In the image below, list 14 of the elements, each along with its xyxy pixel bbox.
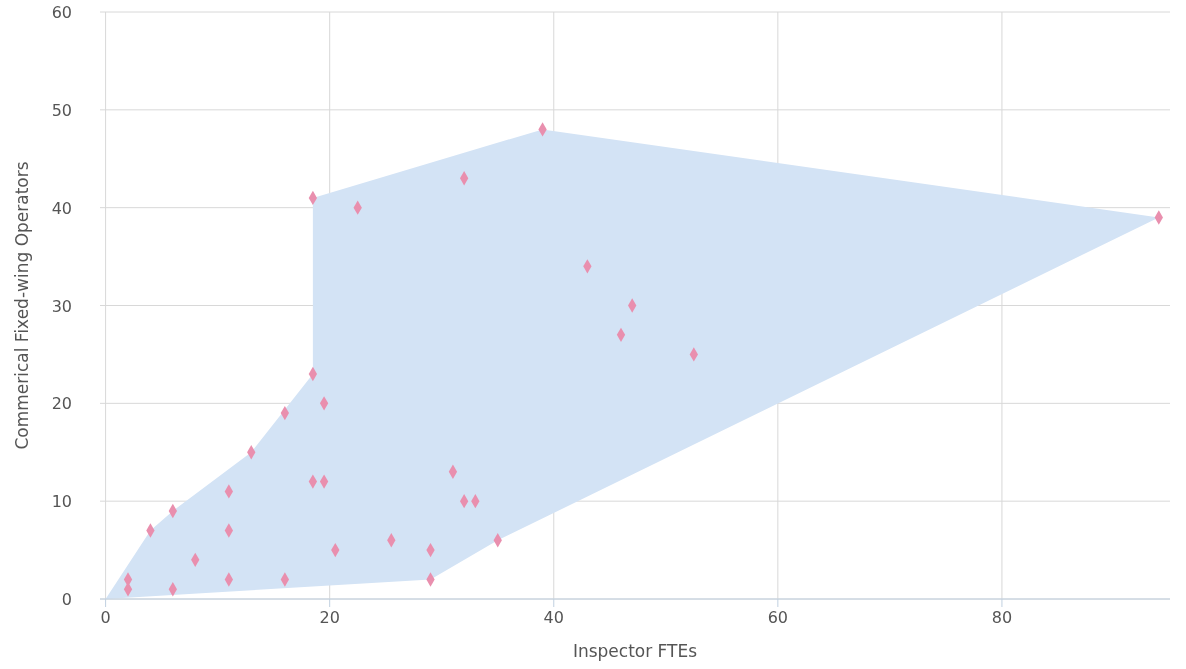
x-tick-label: 80 bbox=[991, 608, 1013, 627]
y-tick-label: 10 bbox=[51, 492, 72, 512]
y-tick-label: 20 bbox=[51, 394, 72, 414]
y-tick-label: 40 bbox=[51, 198, 72, 218]
y-tick-label: 0 bbox=[61, 590, 72, 609]
x-tick-label: 20 bbox=[319, 608, 340, 627]
y-axis-title: Commerical Fixed-wing Operators bbox=[12, 161, 32, 450]
x-tick-label: 0 bbox=[100, 608, 111, 627]
x-axis-title: Inspector FTEs bbox=[572, 641, 698, 661]
y-tick-label: 60 bbox=[51, 3, 72, 22]
y-tick-label: 50 bbox=[51, 100, 72, 120]
y-tick-label: 30 bbox=[51, 296, 72, 316]
x-tick-label: 60 bbox=[767, 608, 789, 627]
x-tick-label: 40 bbox=[543, 608, 564, 627]
